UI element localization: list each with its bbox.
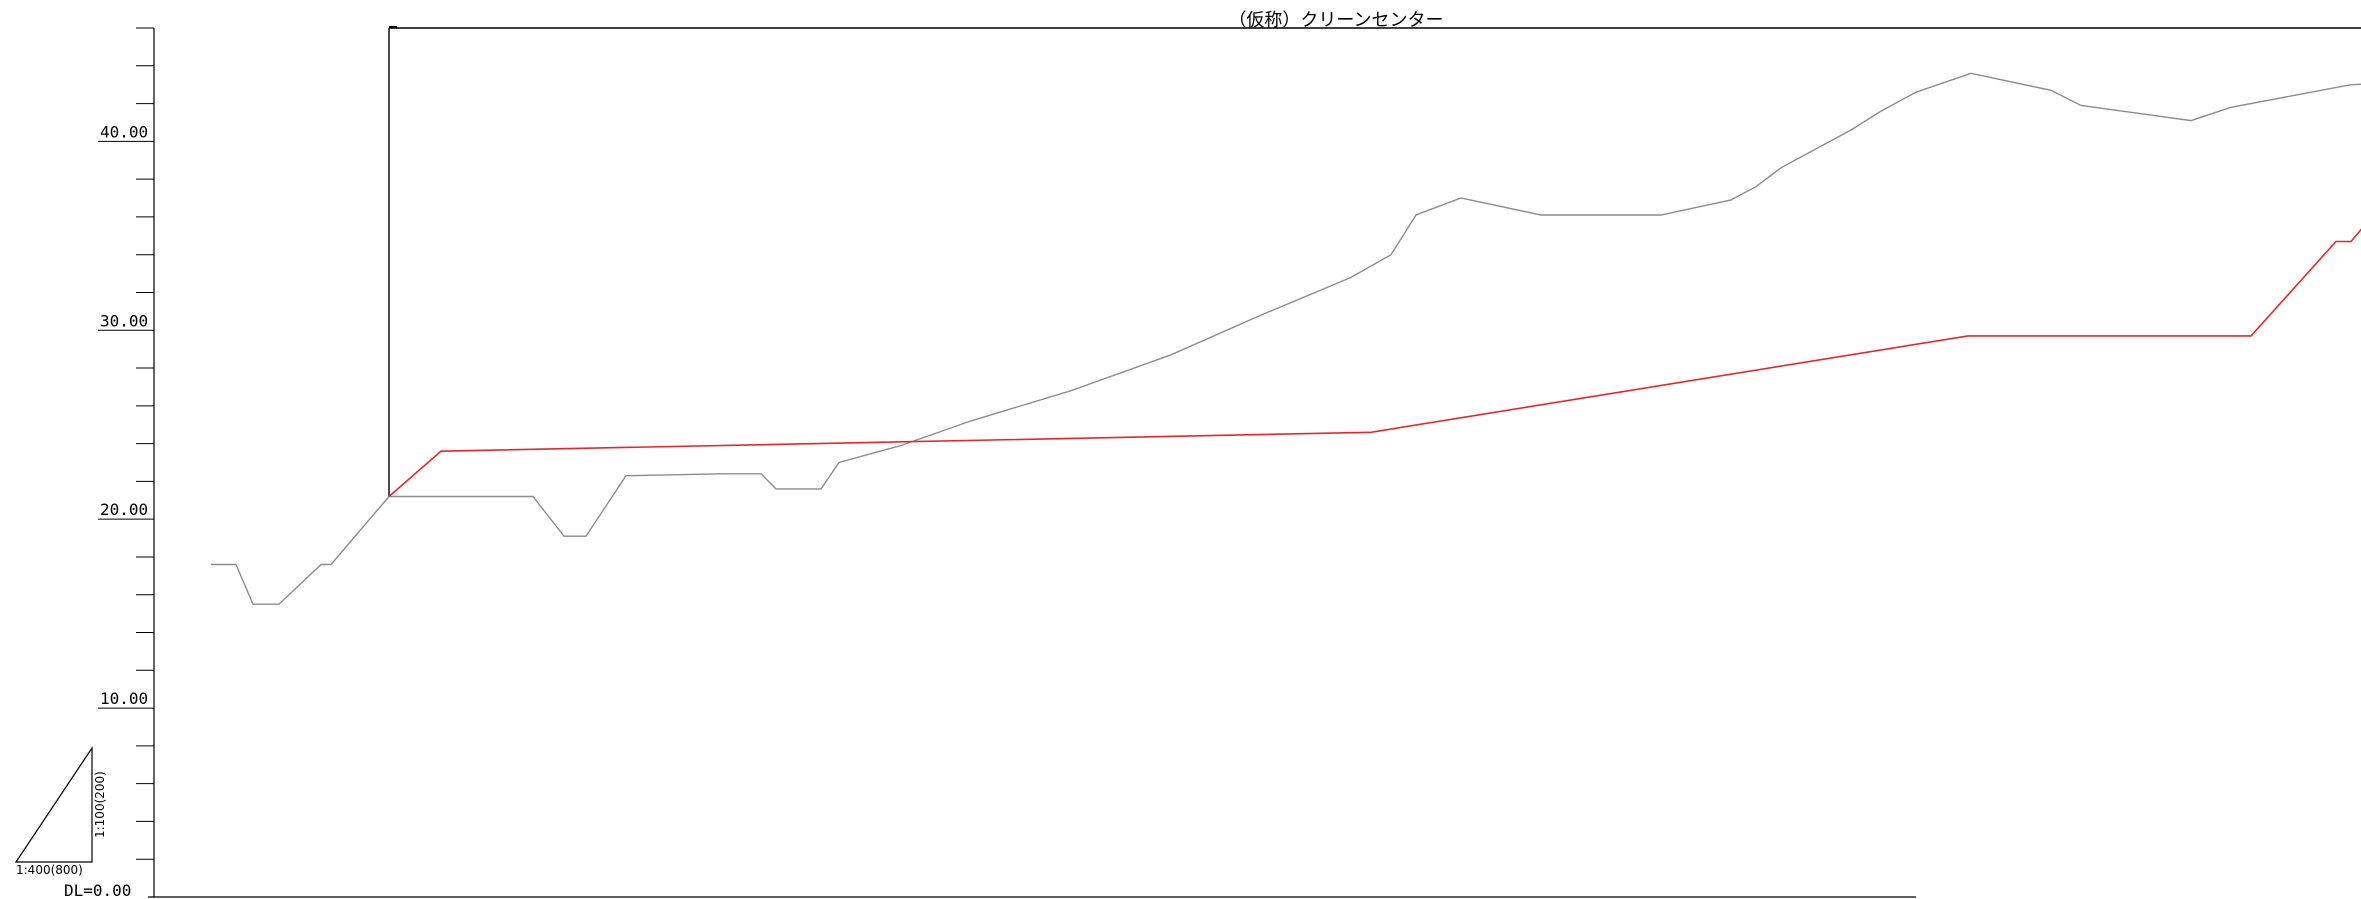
elevation-axis — [98, 27, 1916, 898]
elevation-label: 40.00 — [100, 122, 148, 141]
scale-triangle — [14, 746, 93, 863]
drawing-title: （仮称）クリーンセンター — [1228, 10, 1443, 31]
scale-indicator: 1:400(800) 1:100(200) — [14, 746, 107, 877]
vertical-scale-label: 1:100(200) — [93, 771, 107, 838]
datum-label: DL=0.00 — [64, 881, 131, 899]
elevation-label: 10.00 — [100, 689, 148, 708]
elevation-labels: 10.00 20.00 30.00 40.00 — [100, 122, 148, 708]
elevation-label: 20.00 — [100, 500, 148, 519]
horizontal-scale-label: 1:400(800) — [16, 863, 83, 877]
plan-line — [388, 228, 2361, 498]
elevation-label: 30.00 — [100, 311, 148, 330]
ground-line — [211, 72, 2361, 605]
section-frame — [388, 26, 2361, 497]
